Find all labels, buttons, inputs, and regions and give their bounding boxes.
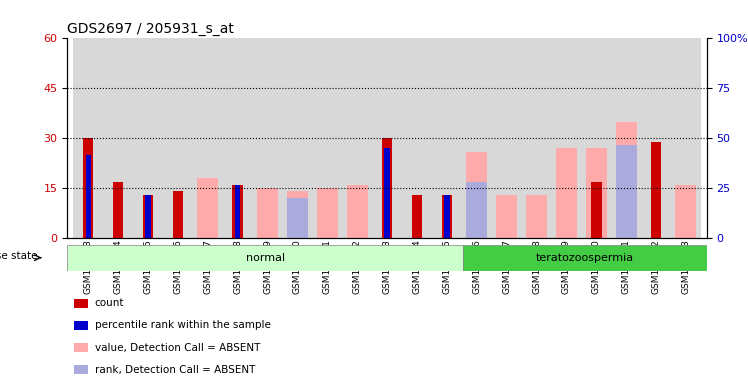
Bar [347, 185, 368, 238]
Bar [235, 185, 240, 238]
Bar [586, 148, 607, 238]
Text: rank, Detection Call = ABSENT: rank, Detection Call = ABSENT [95, 364, 255, 375]
Bar [551, 38, 581, 238]
Bar [441, 195, 452, 238]
Bar [163, 38, 193, 238]
Bar [173, 192, 183, 238]
Bar [133, 38, 163, 238]
Bar [675, 185, 696, 238]
Bar [491, 38, 521, 238]
Bar [145, 195, 150, 238]
Text: disease state: disease state [0, 252, 37, 262]
Bar [287, 192, 308, 238]
Bar [671, 38, 701, 238]
Bar [616, 145, 637, 238]
Text: normal: normal [245, 253, 285, 263]
Bar [74, 321, 88, 330]
Bar [197, 178, 218, 238]
Bar [193, 38, 223, 238]
Bar [411, 195, 422, 238]
Bar [591, 182, 601, 238]
Text: count: count [95, 298, 124, 308]
Bar [402, 38, 432, 238]
Bar [462, 38, 491, 238]
Bar [287, 198, 308, 238]
Text: value, Detection Call = ABSENT: value, Detection Call = ABSENT [95, 343, 260, 353]
Bar [496, 195, 517, 238]
Bar [382, 138, 392, 238]
Bar [74, 299, 88, 308]
Bar [521, 38, 551, 238]
Bar [67, 245, 463, 271]
Text: percentile rank within the sample: percentile rank within the sample [95, 320, 271, 331]
Bar [466, 152, 487, 238]
Bar [616, 122, 637, 238]
Bar [74, 365, 88, 374]
Bar [257, 188, 278, 238]
Bar [651, 142, 661, 238]
Bar [466, 182, 487, 238]
Bar [526, 195, 547, 238]
Bar [373, 38, 402, 238]
Bar [432, 38, 462, 238]
Bar [444, 195, 450, 238]
Text: GDS2697 / 205931_s_at: GDS2697 / 205931_s_at [67, 22, 234, 36]
Bar [463, 245, 707, 271]
Bar [74, 343, 88, 353]
Bar [317, 188, 338, 238]
Bar [581, 38, 611, 238]
Bar [641, 38, 671, 238]
Bar [233, 185, 243, 238]
Bar [103, 38, 133, 238]
Text: teratozoospermia: teratozoospermia [536, 253, 634, 263]
Bar [73, 38, 103, 238]
Bar [556, 148, 577, 238]
Bar [343, 38, 373, 238]
Bar [384, 148, 390, 238]
Bar [283, 38, 313, 238]
Bar [253, 38, 283, 238]
Bar [313, 38, 343, 238]
Bar [83, 138, 94, 238]
Bar [223, 38, 253, 238]
Bar [611, 38, 641, 238]
Bar [143, 195, 153, 238]
Bar [85, 155, 91, 238]
Bar [113, 182, 123, 238]
